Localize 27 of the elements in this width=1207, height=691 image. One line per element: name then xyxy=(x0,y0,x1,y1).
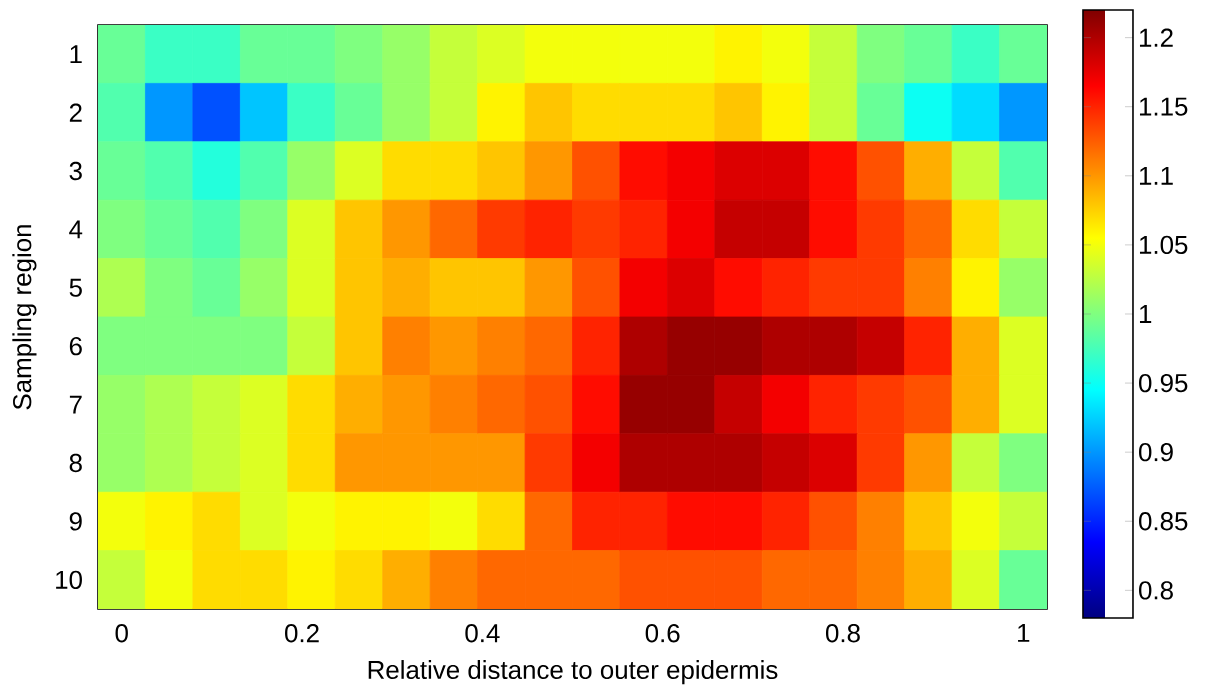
x-tick-label: 1 xyxy=(1018,624,1030,642)
color-bar-label: 0.85 xyxy=(1139,512,1188,531)
color-bar-label: 1.05 xyxy=(1139,235,1188,255)
x-tick-label: 0.2 xyxy=(285,624,319,643)
color-bar-label: 1.15 xyxy=(1139,97,1188,116)
x-tick-label: 0.6 xyxy=(645,624,680,643)
color-bar-label: 1.2 xyxy=(1139,28,1173,47)
y-tick-label: 3 xyxy=(69,161,82,181)
y-axis-title: Sampling region xyxy=(12,225,37,410)
y-tick-label: 5 xyxy=(69,278,82,297)
color-bar-label: 0.9 xyxy=(1139,442,1173,462)
x-tick-label: 0.8 xyxy=(825,624,860,643)
y-tick-label: 2 xyxy=(69,103,82,122)
color-bar-label: 1 xyxy=(1139,305,1152,323)
color-bar-label: 1.1 xyxy=(1139,166,1173,185)
y-tick-label: 7 xyxy=(69,395,82,414)
y-tick-label: 4 xyxy=(69,220,83,239)
y-tick-label: 9 xyxy=(69,512,82,531)
x-tick-label: 0 xyxy=(115,624,128,643)
y-tick-label: 1 xyxy=(70,45,82,64)
x-axis-title: Relative distance to outer epidermis xyxy=(368,660,778,685)
y-tick-label: 10 xyxy=(56,570,82,589)
color-bar-label: 0.8 xyxy=(1139,581,1173,600)
y-tick-label: 8 xyxy=(69,453,82,473)
color-bar-label: 0.95 xyxy=(1139,373,1188,393)
x-tick-label: 0.4 xyxy=(465,624,500,643)
y-tick-label: 6 xyxy=(69,337,82,356)
